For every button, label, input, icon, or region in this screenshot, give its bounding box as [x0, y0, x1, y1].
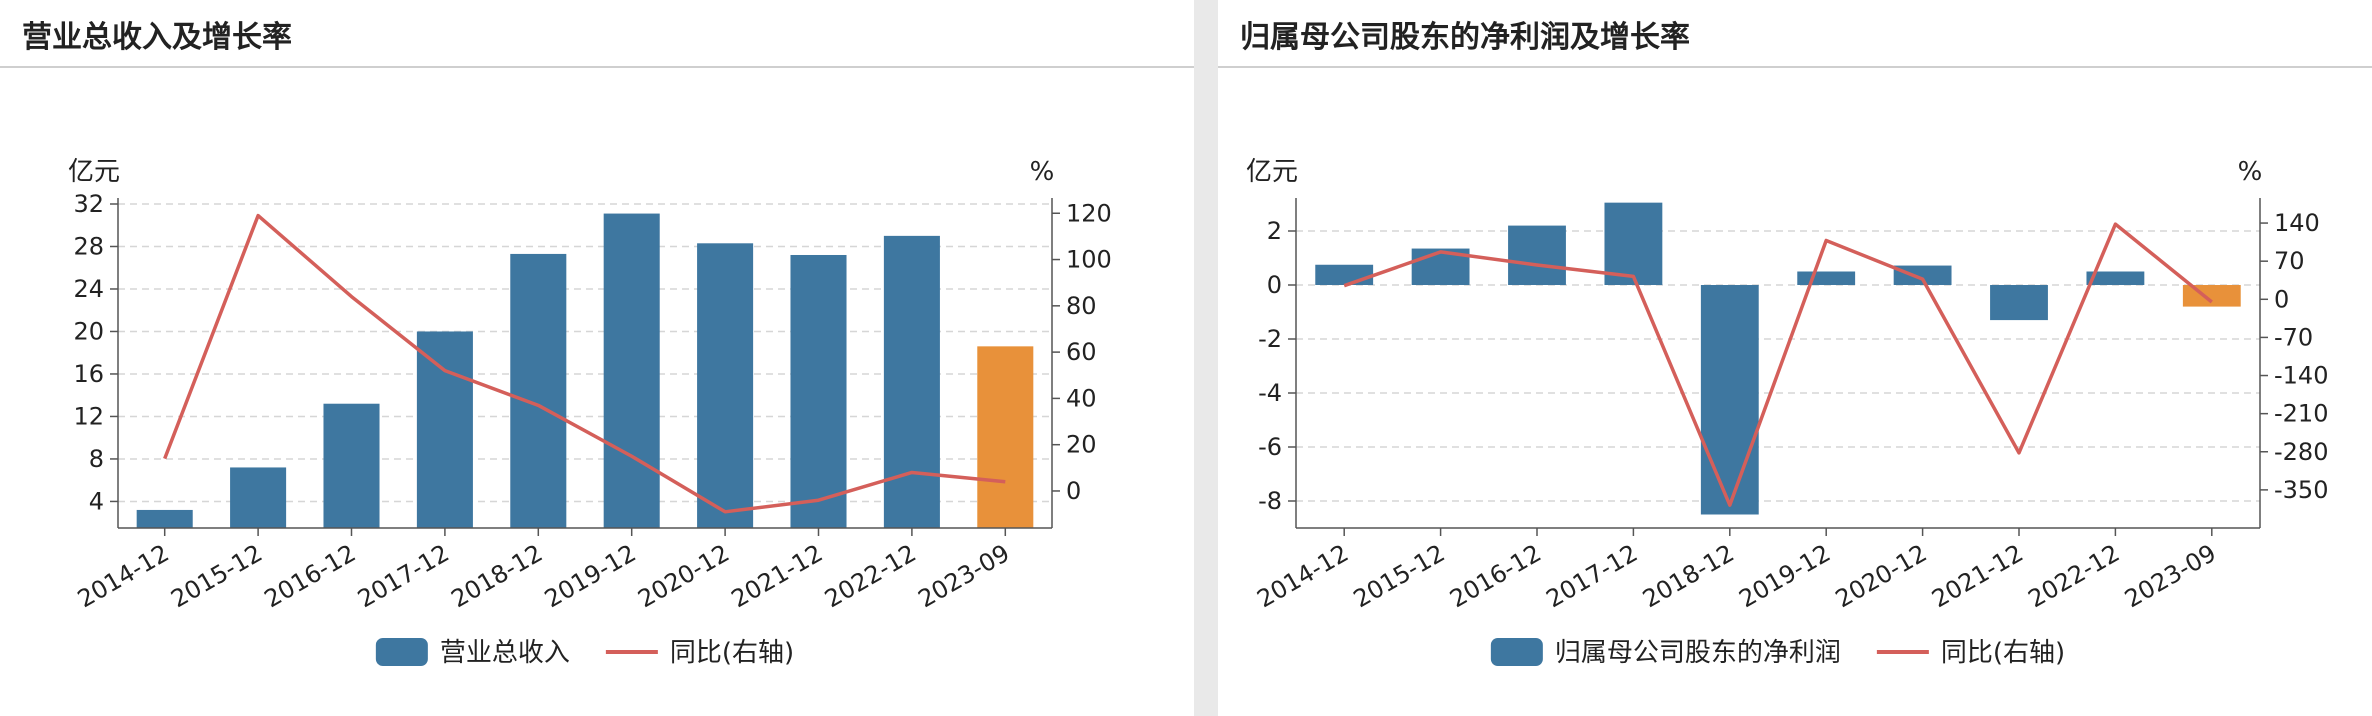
left-axis-tick-label: 32 [73, 190, 104, 218]
right-axis-tick-label: 40 [1066, 384, 1097, 412]
net-profit-panel: 归属母公司股东的净利润及增长率 -8 -6 -4 -2 0 2 -350 -280 -210 -1… [1218, 0, 2372, 716]
legend-bar-swatch [375, 638, 428, 666]
revenue-bar [416, 331, 473, 528]
right-axis-tick-label: 100 [1066, 246, 1112, 274]
revenue-bar [230, 467, 287, 528]
right-axis-tick-label: 60 [1066, 338, 1097, 366]
net-profit-panel-title: 归属母公司股东的净利润及增长率 [1240, 20, 1690, 55]
net-profit-panel-header: 归属母公司股东的净利润及增长率 [1218, 0, 2372, 68]
revenue-bar [510, 253, 567, 529]
legend: 营业总收入 同比(右轴) [375, 638, 794, 668]
x-axis-tick-label: 2022-12 [2024, 539, 2125, 613]
left-axis-tick-label: -8 [1258, 487, 1282, 515]
x-axis-tick-label: 2020-12 [1831, 539, 1932, 613]
x-axis-tick-label: 2014-12 [73, 539, 174, 613]
right-axis-unit: % [2238, 157, 2263, 187]
profit-bar [1990, 285, 2048, 321]
right-axis-tick-label: 70 [2274, 247, 2305, 275]
profit-bar [1797, 271, 1856, 285]
profit-bar [1893, 265, 1952, 285]
left-axis-tick-label: 8 [89, 445, 104, 473]
x-axis-tick-label: 2021-12 [1927, 539, 2028, 613]
x-axis-tick-label: 2014-12 [1252, 539, 1353, 613]
right-axis-tick-label: 20 [1066, 431, 1097, 459]
revenue-bar [603, 213, 660, 528]
x-axis-tick-label: 2017-12 [353, 539, 454, 613]
x-axis-tick-label: 2023-09 [913, 539, 1014, 613]
left-axis-tick-label: 2 [1267, 217, 1282, 245]
x-axis-tick-label: 2015-12 [1349, 539, 1450, 613]
left-axis-tick-label: -6 [1258, 433, 1282, 461]
profit-bar [1508, 225, 1566, 285]
net-profit-chart: -8 -6 -4 -2 0 2 -350 -280 -210 -140 -70 0 70 140 亿元 % 20… [1246, 157, 2328, 668]
right-axis-tick-label: 140 [2274, 209, 2320, 237]
revenue-bar [697, 243, 754, 528]
right-axis-tick-label: 0 [1066, 477, 1081, 505]
left-axis-tick-label: 0 [1267, 271, 1282, 299]
right-axis-tick-label: 80 [1066, 292, 1097, 320]
revenue-panel-header: 营业总收入及增长率 [0, 0, 1194, 68]
legend-bar-label: 归属母公司股东的净利润 [1555, 638, 1841, 668]
left-axis-tick-label: 16 [73, 360, 104, 388]
x-axis-tick-label: 2016-12 [260, 539, 361, 613]
left-axis-tick-label: 20 [73, 317, 104, 345]
left-axis-tick-label: 24 [73, 275, 104, 303]
x-axis-tick-label: 2015-12 [166, 539, 267, 613]
right-axis-tick-label: -210 [2274, 400, 2328, 428]
revenue-yoy-line [163, 213, 1006, 514]
left-axis-unit: 亿元 [68, 157, 120, 187]
profit-bar [1700, 285, 1759, 515]
x-axis-tick-label: 2018-12 [1638, 539, 1739, 613]
legend-bar-swatch [1490, 638, 1543, 666]
x-axis-tick-label: 2018-12 [446, 539, 547, 613]
x-axis-tick-label: 2022-12 [820, 539, 921, 613]
profit-bar [1315, 264, 1374, 285]
x-axis-tick-label: 2019-12 [540, 539, 641, 613]
legend-line-label: 同比(右轴) [670, 638, 794, 668]
x-axis-tick-label: 2020-12 [633, 539, 734, 613]
right-axis-tick-label: -280 [2274, 438, 2328, 466]
revenue-bar [790, 254, 847, 528]
left-axis-tick-label: -4 [1258, 379, 1282, 407]
legend-bar-label: 营业总收入 [440, 638, 570, 668]
profit-bar [2182, 285, 2241, 307]
x-axis-tick-label: 2023-09 [2120, 539, 2221, 613]
x-axis-tick-label: 2016-12 [1445, 539, 1546, 613]
legend: 归属母公司股东的净利润 同比(右轴) [1490, 638, 2065, 668]
right-axis-tick-label: 0 [2274, 285, 2289, 313]
right-axis-unit: % [1030, 157, 1055, 187]
right-axis-tick-label: -350 [2274, 476, 2328, 504]
revenue-panel: 营业总收入及增长率 4 8 12 16 20 24 28 32 0 20 40 60 80 100 120 亿… [0, 0, 1194, 716]
x-axis-tick-label: 2021-12 [727, 539, 828, 613]
legend-line-label: 同比(右轴) [1941, 638, 2065, 668]
revenue-bar [883, 235, 940, 529]
left-axis-unit: 亿元 [1246, 157, 1298, 187]
revenue-bar [323, 403, 380, 528]
profit-bar [1604, 202, 1663, 285]
right-axis-tick-label: 120 [1066, 199, 1112, 227]
revenue-bar [136, 509, 193, 528]
right-axis-tick-label: -70 [2274, 323, 2313, 351]
left-axis-tick-label: 28 [73, 232, 104, 260]
x-axis-tick-label: 2019-12 [1734, 539, 1835, 613]
profit-bar [2086, 271, 2145, 285]
x-axis-tick-label: 2017-12 [1542, 539, 1643, 613]
left-axis-tick-label: 12 [73, 402, 104, 430]
left-axis-tick-label: 4 [89, 487, 104, 515]
revenue-bar [977, 346, 1034, 528]
right-axis-tick-label: -140 [2274, 362, 2328, 390]
profit-yoy-line [1343, 222, 2213, 507]
left-axis-tick-label: -2 [1258, 325, 1282, 353]
revenue-panel-title: 营业总收入及增长率 [22, 20, 292, 55]
